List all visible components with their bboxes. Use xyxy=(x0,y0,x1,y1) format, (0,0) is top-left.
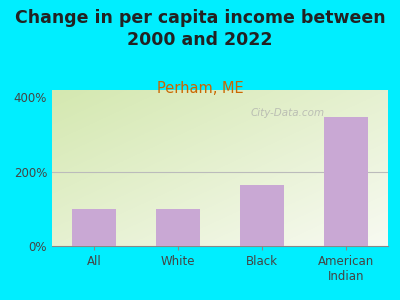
Bar xyxy=(240,185,284,246)
Text: Change in per capita income between
2000 and 2022: Change in per capita income between 2000… xyxy=(15,9,385,49)
Bar xyxy=(324,117,368,246)
Text: City-Data.com: City-Data.com xyxy=(250,108,324,118)
Bar xyxy=(72,209,116,246)
Bar xyxy=(156,209,200,246)
Text: Perham, ME: Perham, ME xyxy=(157,81,243,96)
